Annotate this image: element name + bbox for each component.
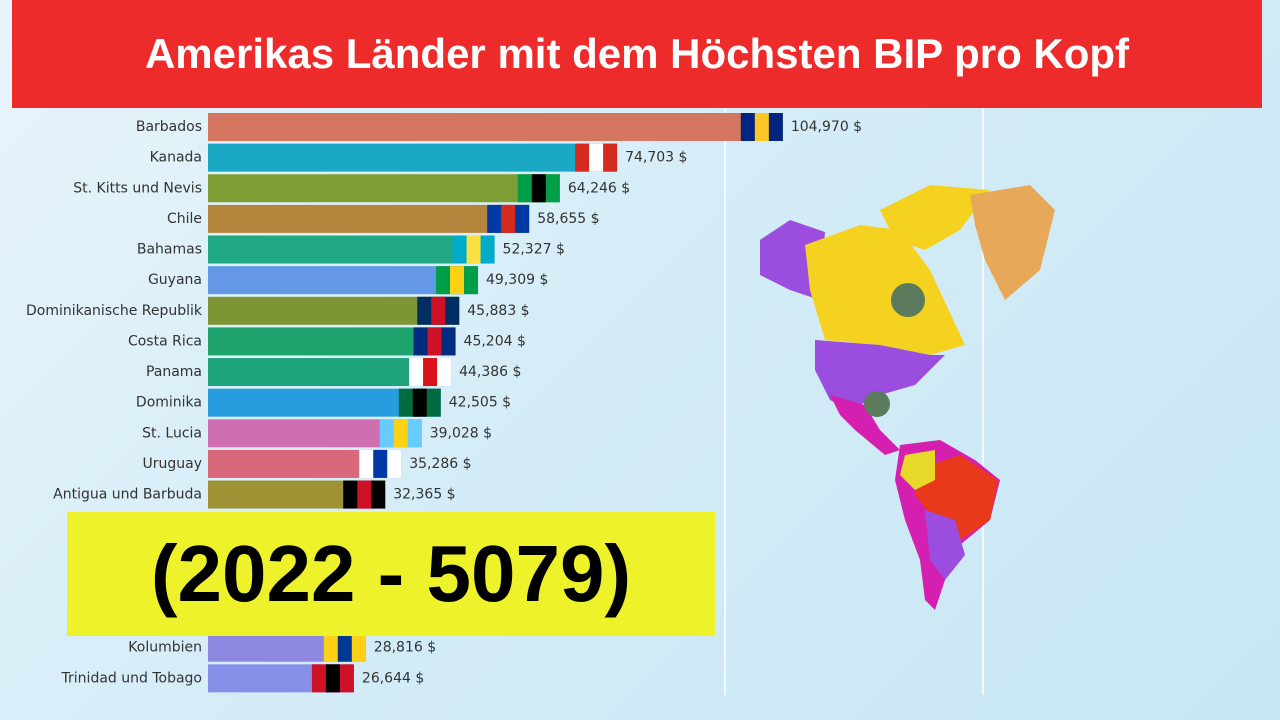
category-label: Dominikanische Republik [26,303,203,319]
map [760,185,1055,610]
category-label: Kanada [150,150,202,166]
year-box: (2022 - 5079) [67,512,715,636]
category-label: Costa Rica [128,333,202,349]
flag [357,480,372,509]
bar [208,143,618,172]
flag [501,204,516,233]
category-label: Dominika [136,395,202,411]
value-label: 58,655 $ [537,211,599,227]
flag [325,664,340,693]
category-label: Antigua und Barbuda [53,487,202,503]
bar [208,266,479,295]
value-label: 104,970 $ [791,119,862,135]
value-label: 74,703 $ [625,150,687,166]
value-label: 52,327 $ [503,242,565,258]
category-label: Barbados [136,119,202,135]
category-label: St. Lucia [142,425,202,441]
category-label: Bahamas [137,242,202,258]
flag [531,174,546,203]
flag [337,633,352,662]
year-range: (2022 - 5079) [150,529,632,618]
value-label: 39,028 $ [430,425,492,441]
category-label: Chile [167,211,202,227]
value-label: 44,386 $ [459,364,521,380]
value-label: 45,883 $ [467,303,529,319]
value-label: 26,644 $ [362,670,424,686]
flag [431,296,446,325]
value-label: 64,246 $ [568,180,630,196]
bar [208,235,495,264]
flag [466,235,481,264]
flag [589,143,604,172]
value-label: 45,204 $ [464,333,526,349]
category-label: Guyana [148,272,202,288]
value-label: 42,505 $ [449,395,511,411]
title: Amerikas Länder mit dem Höchsten BIP pro… [144,30,1130,77]
value-label: 35,286 $ [409,456,471,472]
value-label: 32,365 $ [393,487,455,503]
title-banner: Amerikas Länder mit dem Höchsten BIP pro… [12,0,1262,108]
flag [423,358,438,387]
flag [393,419,408,448]
value-label: 49,309 $ [486,272,548,288]
bar [208,113,783,141]
flag [450,266,465,295]
flag [373,449,388,478]
flag [427,327,442,356]
category-label: Panama [146,364,202,380]
bar [208,204,530,233]
flag [754,113,769,141]
flag [412,388,427,417]
value-label: 28,816 $ [374,640,436,656]
bar [208,174,560,203]
category-label: Kolumbien [128,640,202,656]
category-label: Uruguay [143,456,203,472]
category-label: St. Kitts und Nevis [73,180,202,196]
category-label: Trinidad und Tobago [61,670,202,686]
